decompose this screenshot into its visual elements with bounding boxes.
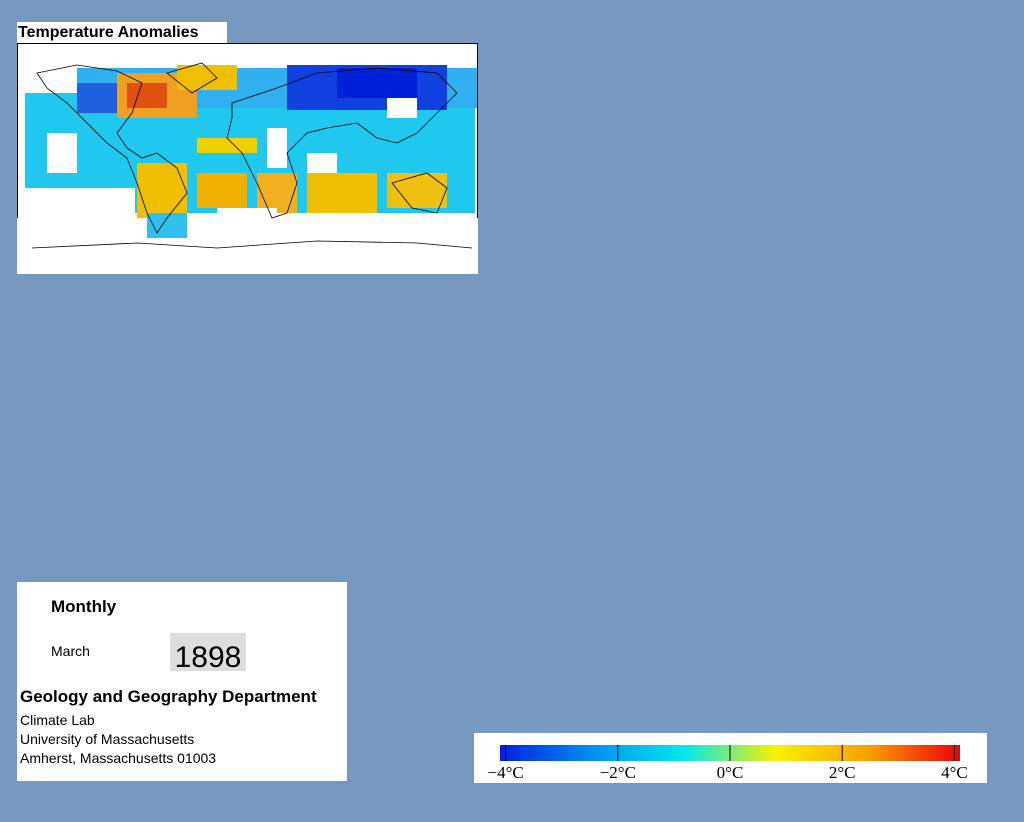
info-panel: Monthly March 1898 Geology and Geography… bbox=[17, 582, 347, 781]
colorbar-tick-label: −4°C bbox=[487, 763, 523, 782]
address-line: Climate Lab bbox=[20, 712, 95, 728]
map-title: Temperature Anomalies bbox=[17, 22, 227, 43]
map bbox=[17, 43, 478, 274]
coastlines bbox=[31, 62, 473, 249]
period: Monthly bbox=[51, 597, 117, 616]
address-line: Amherst, Massachusetts 01003 bbox=[20, 750, 217, 766]
anomaly-field bbox=[17, 65, 478, 274]
year: 1898 bbox=[170, 633, 246, 671]
colorbar-tick-label: 0°C bbox=[717, 763, 744, 782]
month: March bbox=[51, 643, 90, 659]
department: Geology and Geography Department bbox=[20, 687, 317, 706]
address-line: University of Massachusetts bbox=[20, 731, 195, 747]
colorbar-tick-label: 2°C bbox=[829, 763, 856, 782]
colorbar: −4°C −2°C 0°C 2°C 4°C bbox=[474, 733, 987, 783]
colorbar-tick-label: −2°C bbox=[600, 763, 636, 782]
colorbar-tick-label: 4°C bbox=[941, 763, 968, 782]
